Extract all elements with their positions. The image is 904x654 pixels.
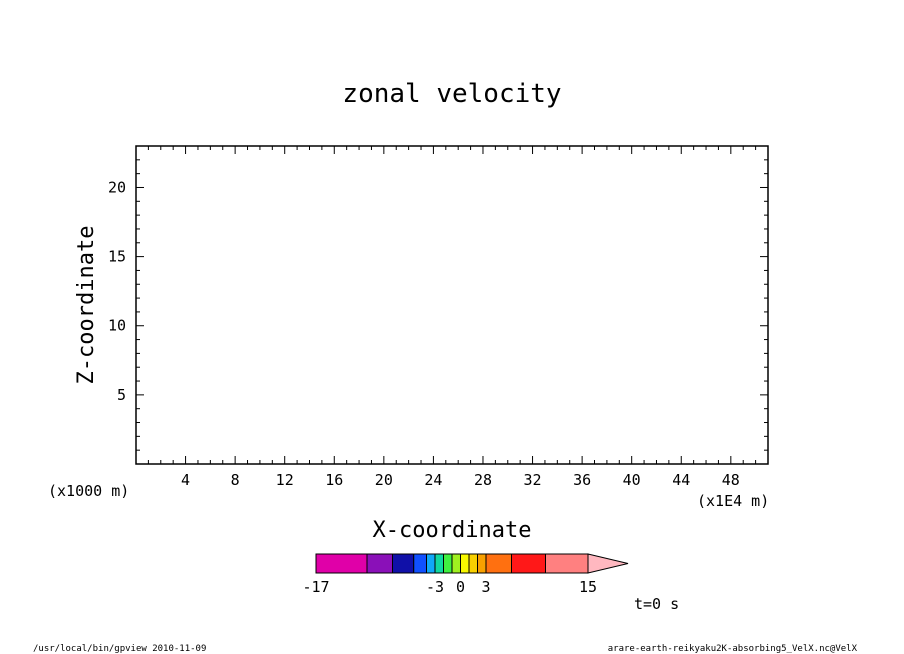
colorbar-label: 3 — [481, 578, 490, 596]
x-tick-label: 36 — [573, 471, 591, 489]
y-tick-label: 20 — [108, 178, 126, 196]
plot-frame — [135, 145, 769, 465]
y-tick-label: 5 — [117, 386, 126, 404]
x-tick-label: 8 — [231, 471, 240, 489]
chart-title: zonal velocity — [342, 79, 561, 109]
colorbar-label: 0 — [456, 578, 465, 596]
colorbar — [315, 553, 629, 574]
y-axis-tick-labels: 5 10 15 20 — [108, 178, 126, 403]
colorbar-bin — [511, 553, 546, 574]
colorbar-label: -17 — [302, 578, 329, 596]
colorbar-bin — [468, 553, 478, 574]
x-tick-label: 24 — [424, 471, 442, 489]
colorbar-bin — [545, 553, 589, 574]
y-axis-label: Z-coordinate — [74, 226, 99, 385]
colorbar-labels: -17 -3 0 3 15 — [302, 578, 597, 596]
colorbar-bin — [366, 553, 393, 574]
x-tick-label: 48 — [722, 471, 740, 489]
y-axis-unit-label: (x1000 m) — [48, 482, 129, 500]
colorbar-bin — [315, 553, 368, 574]
y-axis-ticks — [136, 159, 768, 451]
footer-command: /usr/local/bin/gpview 2010-11-09 — [33, 644, 206, 654]
colorbar-overflow-arrow — [587, 553, 629, 574]
x-tick-label: 16 — [325, 471, 343, 489]
colorbar-bin — [477, 553, 487, 574]
x-axis-unit-label: (x1E4 m) — [697, 492, 769, 510]
y-tick-label: 10 — [108, 317, 126, 335]
colorbar-label: 15 — [579, 578, 597, 596]
x-axis-tick-labels: 4 8 12 16 20 24 28 32 36 40 44 48 — [181, 471, 740, 489]
time-label: t=0 s — [634, 595, 679, 613]
x-tick-label: 40 — [623, 471, 641, 489]
x-axis-ticks — [147, 146, 757, 464]
colorbar-bin — [392, 553, 415, 574]
colorbar-bin — [443, 553, 453, 574]
colorbar-bin — [413, 553, 427, 574]
colorbar-bin — [451, 553, 461, 574]
colorbar-bin — [434, 553, 444, 574]
colorbar-bin — [426, 553, 436, 574]
colorbar-label: -3 — [426, 578, 444, 596]
x-tick-label: 28 — [474, 471, 492, 489]
y-tick-label: 15 — [108, 248, 126, 266]
colorbar-bin — [460, 553, 470, 574]
x-tick-label: 44 — [672, 471, 690, 489]
x-tick-label: 12 — [276, 471, 294, 489]
footer-source-file: arare-earth-reikyaku2K-absorbing5_VelX.n… — [608, 644, 858, 654]
x-axis-label: X-coordinate — [373, 518, 532, 543]
x-tick-label: 32 — [524, 471, 542, 489]
x-tick-label: 4 — [181, 471, 190, 489]
colorbar-bin — [485, 553, 512, 574]
x-tick-label: 20 — [375, 471, 393, 489]
